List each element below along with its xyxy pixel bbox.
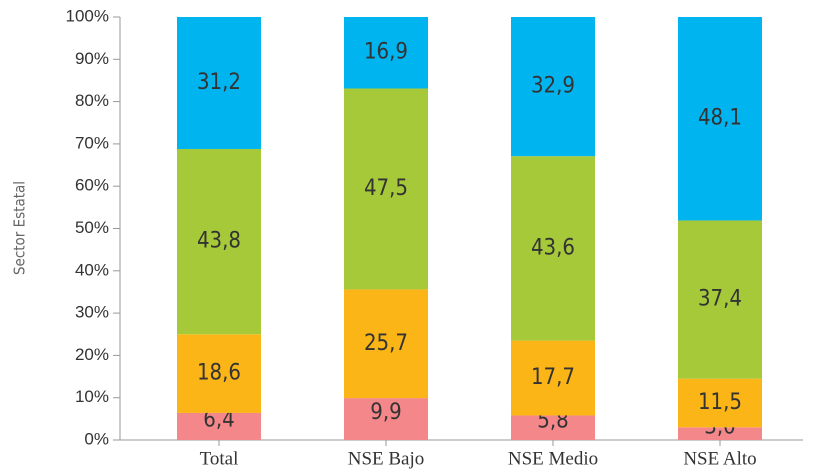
bar-segment: [177, 412, 261, 440]
x-tick-label: NSE Bajo: [348, 448, 425, 469]
value-label: 32,9: [531, 74, 575, 99]
value-label: 47,5: [364, 176, 408, 201]
bar-segment: [511, 156, 595, 341]
bar-segment: [511, 340, 595, 416]
bar-segment: [344, 17, 428, 89]
y-tick-label: 20%: [75, 345, 109, 364]
y-tick-label: 80%: [75, 91, 109, 110]
bar-segment: [344, 88, 428, 290]
y-tick-label: 0%: [84, 429, 109, 448]
y-tick-label: 60%: [75, 176, 109, 195]
value-label: 9,9: [370, 400, 401, 425]
bar-segment: [678, 220, 762, 379]
bar-segment: [678, 427, 762, 440]
bar-segment: [177, 148, 261, 335]
y-tick-label: 100%: [66, 6, 109, 25]
bar-segment: [511, 17, 595, 157]
value-label: 17,7: [531, 365, 575, 390]
value-label: 16,9: [364, 40, 408, 65]
bar-segment: [678, 17, 762, 221]
value-label: 31,2: [197, 70, 241, 95]
x-tick-label: NSE Alto: [683, 448, 756, 469]
value-label: 43,6: [531, 235, 575, 260]
y-tick-label: 50%: [75, 218, 109, 237]
bar-segment: [678, 378, 762, 428]
bar-segment: [177, 17, 261, 149]
value-label: 18,6: [197, 361, 241, 386]
y-axis-label: Sector Estatal: [11, 181, 29, 275]
value-label: 25,7: [364, 331, 408, 356]
x-tick-label: NSE Medio: [508, 448, 598, 469]
value-label: 37,4: [698, 287, 742, 312]
bar-segment: [344, 398, 428, 440]
bar-segment: [511, 415, 595, 440]
y-tick-label: 30%: [75, 303, 109, 322]
y-tick-label: 70%: [75, 133, 109, 152]
bar-segment: [344, 289, 428, 399]
y-tick-label: 40%: [75, 260, 109, 279]
value-label: 11,5: [698, 390, 742, 415]
bar-segment: [177, 334, 261, 413]
value-label: 48,1: [698, 106, 742, 131]
value-label: 43,8: [197, 229, 241, 254]
x-tick-label: Total: [200, 448, 239, 469]
y-tick-label: 10%: [75, 387, 109, 406]
y-tick-label: 90%: [75, 49, 109, 68]
